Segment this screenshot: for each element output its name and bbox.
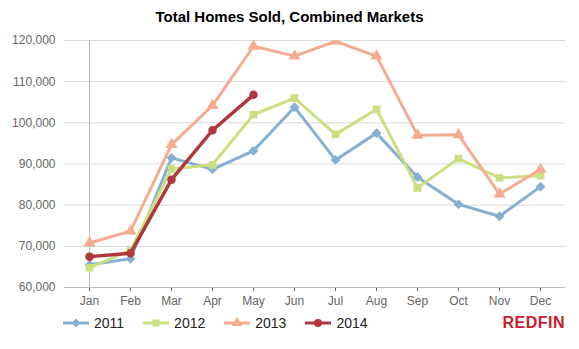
svg-text:Aug: Aug bbox=[366, 294, 387, 308]
svg-text:Apr: Apr bbox=[203, 294, 222, 308]
html-text:2011: 2011 bbox=[94, 315, 125, 331]
svg-text:Mar: Mar bbox=[161, 294, 182, 308]
svg-text:Dec: Dec bbox=[530, 294, 551, 308]
svg-text:Feb: Feb bbox=[120, 294, 141, 308]
svg-text:110,000: 110,000 bbox=[13, 75, 56, 89]
svg-text:Jun: Jun bbox=[285, 294, 304, 308]
svg-text:Jul: Jul bbox=[328, 294, 343, 308]
svg-text:60,000: 60,000 bbox=[19, 280, 56, 294]
svg-text:120,000: 120,000 bbox=[12, 33, 56, 47]
svg-text:90,000: 90,000 bbox=[19, 157, 56, 171]
svg-text:100,000: 100,000 bbox=[12, 116, 56, 130]
svg-text:Sep: Sep bbox=[407, 294, 429, 308]
html-text:2014: 2014 bbox=[336, 315, 368, 331]
html-text:Total Homes Sold, Combined Mar: Total Homes Sold, Combined Markets bbox=[155, 8, 424, 25]
html-text:2012: 2012 bbox=[174, 315, 206, 331]
svg-text:Oct: Oct bbox=[449, 294, 468, 308]
html-text:2013: 2013 bbox=[255, 315, 287, 331]
svg-text:70,000: 70,000 bbox=[19, 239, 56, 253]
svg-text:May: May bbox=[242, 294, 265, 308]
svg-text:80,000: 80,000 bbox=[19, 198, 56, 212]
svg-text:Jan: Jan bbox=[80, 294, 99, 308]
html-text:REDFIN: REDFIN bbox=[502, 314, 565, 331]
svg-text:Nov: Nov bbox=[489, 294, 510, 308]
